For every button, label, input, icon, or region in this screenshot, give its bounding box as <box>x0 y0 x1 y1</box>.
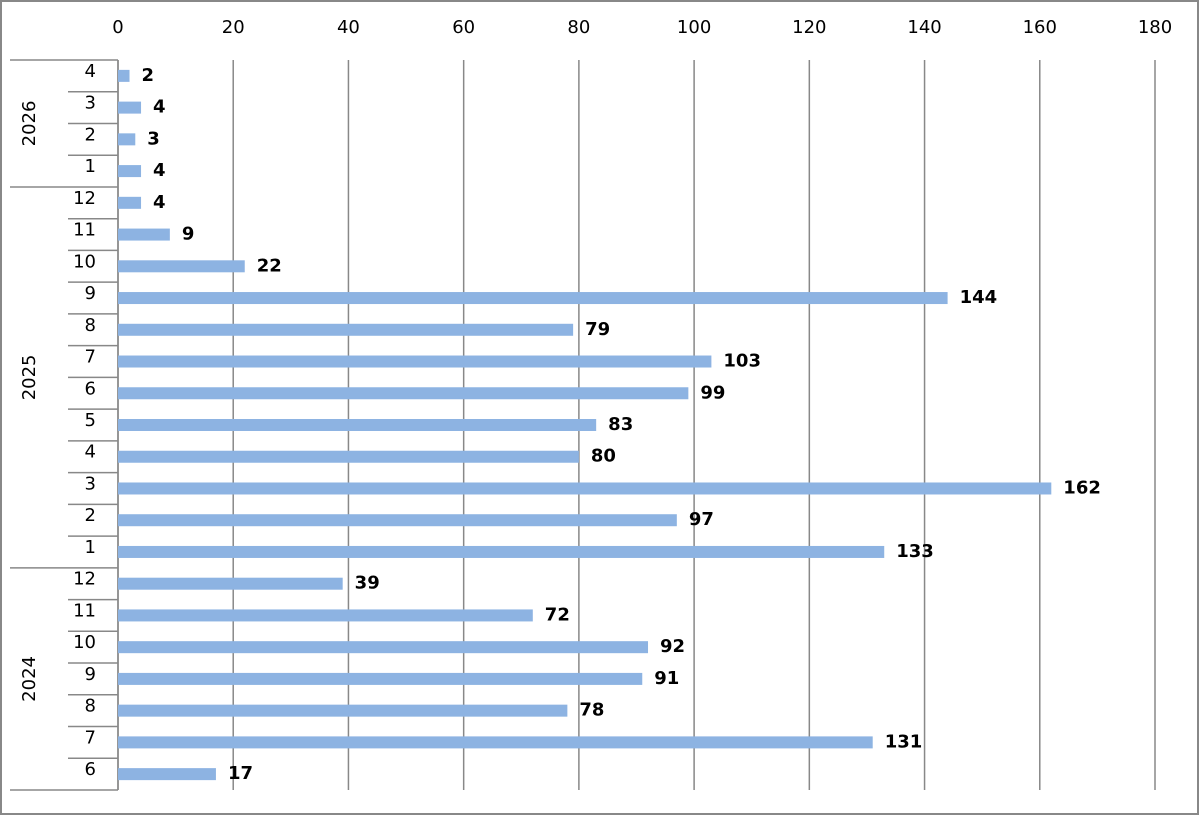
value-label: 131 <box>885 731 923 752</box>
x-tick-label: 180 <box>1138 17 1172 38</box>
x-tick-label: 80 <box>567 17 590 38</box>
x-tick-label: 40 <box>337 17 360 38</box>
y-tick-label: 6 <box>85 759 96 780</box>
bar <box>118 165 142 178</box>
y-tick-label: 3 <box>85 93 96 114</box>
value-label: 103 <box>723 351 761 372</box>
bar <box>118 641 649 654</box>
y-tick-label: 1 <box>85 537 96 558</box>
value-label: 144 <box>960 287 998 308</box>
bar <box>118 196 142 209</box>
bar <box>118 387 689 400</box>
y-tick-label: 7 <box>85 727 96 748</box>
y-tick-label: 9 <box>85 664 96 685</box>
y-tick-label: 12 <box>73 569 96 590</box>
bar <box>118 69 130 82</box>
value-label: 4 <box>153 192 166 213</box>
bar <box>118 736 873 749</box>
value-label: 92 <box>660 636 685 657</box>
value-label: 39 <box>355 573 380 594</box>
bar <box>118 482 1052 495</box>
bar <box>118 355 712 368</box>
y-tick-label: 9 <box>85 283 96 304</box>
group-label: 2024 <box>19 656 40 702</box>
value-label: 99 <box>700 382 725 403</box>
bar <box>118 323 574 336</box>
y-tick-label: 7 <box>85 347 96 368</box>
bar <box>118 133 136 146</box>
y-tick-label: 11 <box>73 220 96 241</box>
x-tick-label: 20 <box>222 17 245 38</box>
value-label: 80 <box>591 446 616 467</box>
y-tick-label: 10 <box>73 632 96 653</box>
bar <box>118 609 533 622</box>
value-label: 83 <box>608 414 633 435</box>
bar <box>118 450 579 463</box>
value-label: 3 <box>147 128 160 149</box>
y-tick-label: 6 <box>85 378 96 399</box>
y-tick-label: 8 <box>85 315 96 336</box>
y-tick-label: 8 <box>85 696 96 717</box>
bar <box>118 514 677 527</box>
group-label: 2026 <box>19 101 40 147</box>
bar <box>118 577 343 590</box>
value-label: 162 <box>1063 477 1101 498</box>
value-label: 2 <box>142 65 155 86</box>
y-tick-label: 10 <box>73 251 96 272</box>
y-tick-label: 2 <box>85 505 96 526</box>
bar <box>118 101 142 114</box>
y-tick-label: 4 <box>85 442 96 463</box>
y-tick-label: 1 <box>85 156 96 177</box>
x-tick-label: 100 <box>677 17 711 38</box>
y-tick-label: 11 <box>73 600 96 621</box>
bar <box>118 260 245 273</box>
bar <box>118 768 216 781</box>
bar <box>118 704 568 717</box>
bar <box>118 228 170 241</box>
x-tick-label: 140 <box>907 17 941 38</box>
value-label: 97 <box>689 509 714 530</box>
y-tick-label: 2 <box>85 124 96 145</box>
x-tick-label: 120 <box>792 17 826 38</box>
value-label: 91 <box>654 668 679 689</box>
x-tick-label: 160 <box>1023 17 1057 38</box>
value-label: 78 <box>579 700 604 721</box>
bar <box>118 292 948 305</box>
value-label: 17 <box>228 763 253 784</box>
value-label: 9 <box>182 224 195 245</box>
value-label: 72 <box>545 604 570 625</box>
value-label: 79 <box>585 319 610 340</box>
x-tick-label: 0 <box>112 17 123 38</box>
x-tick-label: 60 <box>452 17 475 38</box>
bar <box>118 672 643 685</box>
value-label: 4 <box>153 160 166 181</box>
value-label: 22 <box>257 255 282 276</box>
y-tick-label: 4 <box>85 61 96 82</box>
y-tick-label: 12 <box>73 188 96 209</box>
value-label: 4 <box>153 97 166 118</box>
y-tick-label: 5 <box>85 410 96 431</box>
y-tick-label: 3 <box>85 473 96 494</box>
bar <box>118 419 597 431</box>
group-label: 2025 <box>19 354 40 400</box>
bar <box>118 545 885 558</box>
value-label: 133 <box>896 541 934 562</box>
